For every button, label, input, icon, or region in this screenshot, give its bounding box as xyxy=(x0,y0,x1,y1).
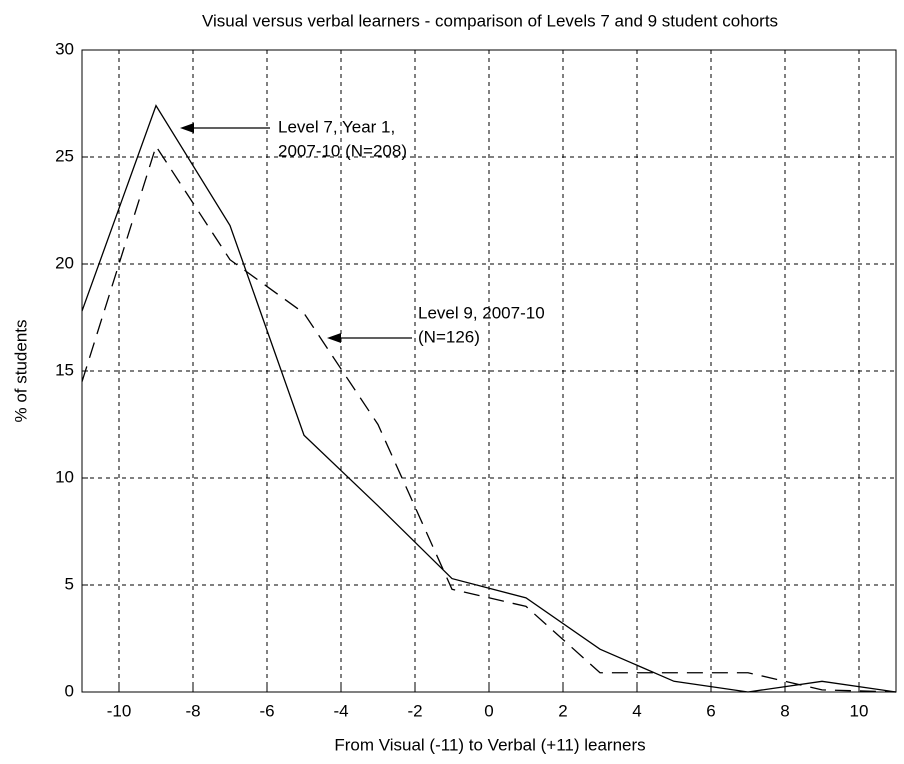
x-tick-label: 4 xyxy=(632,701,641,720)
y-tick-label: 25 xyxy=(55,146,74,165)
y-tick-label: 15 xyxy=(55,360,74,379)
y-tick-label: 10 xyxy=(55,467,74,486)
x-tick-label: -6 xyxy=(259,701,274,720)
y-tick-label: 20 xyxy=(55,253,74,272)
series-line xyxy=(81,104,897,693)
series-line xyxy=(81,144,897,693)
x-tick-label: -10 xyxy=(107,701,132,720)
arrow-head xyxy=(327,333,341,343)
annotation-text: 2007-10 (N=208) xyxy=(278,141,407,160)
x-tick-label: -8 xyxy=(185,701,200,720)
chart-title: Visual versus verbal learners - comparis… xyxy=(202,11,778,30)
annotation-text: Level 7, Year 1, xyxy=(278,117,395,136)
x-tick-label: -4 xyxy=(333,701,348,720)
x-tick-label: 0 xyxy=(484,701,493,720)
annotation-text: Level 9, 2007-10 xyxy=(418,303,545,322)
x-tick-label: 6 xyxy=(706,701,715,720)
x-axis-label: From Visual (-11) to Verbal (+11) learne… xyxy=(334,735,645,754)
x-tick-label: -2 xyxy=(407,701,422,720)
y-tick-label: 0 xyxy=(65,681,74,700)
x-tick-label: 8 xyxy=(780,701,789,720)
x-tick-label: 2 xyxy=(558,701,567,720)
y-axis-label: % of students xyxy=(11,319,30,422)
annotation-text: (N=126) xyxy=(418,327,480,346)
y-tick-label: 30 xyxy=(55,39,74,58)
arrow-head xyxy=(180,123,194,133)
y-tick-label: 5 xyxy=(65,574,74,593)
x-tick-label: 10 xyxy=(850,701,869,720)
plot-frame xyxy=(81,49,897,693)
